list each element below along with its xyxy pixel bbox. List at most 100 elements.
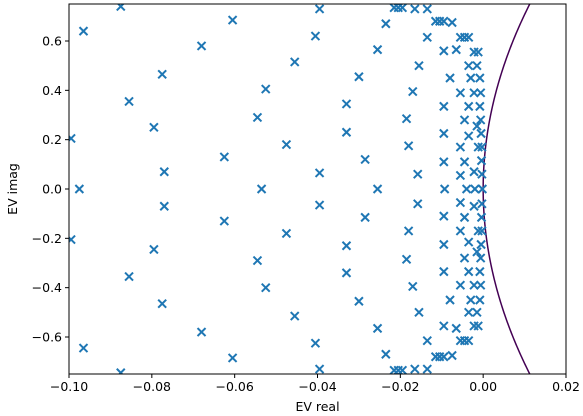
scatter-point xyxy=(116,4,126,12)
scatter-point xyxy=(78,343,89,353)
scatter-point xyxy=(455,280,466,290)
scatter-point xyxy=(354,72,364,82)
scatter-point xyxy=(439,157,449,167)
scatter-point xyxy=(314,4,325,14)
y-tick-label: 0.4 xyxy=(42,83,62,98)
scatter-point xyxy=(227,353,238,363)
scatter-point xyxy=(314,200,325,210)
scatter-point xyxy=(69,234,76,245)
y-tick-label: 0.0 xyxy=(42,182,62,197)
scatter-points-layer xyxy=(69,4,488,374)
scatter-point xyxy=(408,281,418,292)
scatter-point xyxy=(381,19,391,29)
scatter-point xyxy=(439,16,449,26)
scatter-point xyxy=(219,152,230,162)
scatter-point xyxy=(455,142,466,152)
scatter-point xyxy=(459,157,470,167)
scatter-point xyxy=(476,239,486,250)
scatter-point xyxy=(469,167,479,177)
scatter-point xyxy=(475,280,486,290)
scatter-point xyxy=(455,170,466,181)
scatter-point xyxy=(422,364,432,374)
scatter-point xyxy=(290,57,300,67)
scatter-point xyxy=(157,298,167,309)
scatter-point xyxy=(473,47,483,57)
scatter-point xyxy=(455,226,466,236)
scatter-point xyxy=(439,101,449,112)
scatter-point xyxy=(414,60,424,71)
scatter-point xyxy=(472,247,482,257)
x-tick-label: −0.04 xyxy=(298,379,336,394)
scatter-point xyxy=(159,167,169,177)
scatter-point xyxy=(477,169,487,179)
scatter-point xyxy=(414,307,424,318)
scatter-point xyxy=(473,142,483,152)
scatter-point xyxy=(472,121,482,131)
scatter-point xyxy=(463,237,474,247)
scatter-point xyxy=(475,73,485,83)
scatter-point xyxy=(196,327,207,337)
scatter-point xyxy=(447,350,457,361)
scatter-point xyxy=(372,44,383,55)
scatter-point xyxy=(149,122,159,133)
scatter-point xyxy=(439,266,449,277)
scatter-point xyxy=(439,211,449,221)
scatter-point xyxy=(341,241,352,251)
scatter-point xyxy=(310,31,321,41)
scatter-point xyxy=(372,323,383,334)
scatter-point xyxy=(477,226,487,236)
y-tick-label: −0.4 xyxy=(32,280,62,295)
scatter-point xyxy=(439,352,449,362)
scatter-point xyxy=(413,199,423,209)
scatter-point xyxy=(475,115,486,125)
scatter-point xyxy=(124,96,134,107)
scatter-point xyxy=(459,212,470,223)
scatter-point xyxy=(372,184,383,194)
scatter-point xyxy=(157,69,167,80)
scatter-point xyxy=(439,46,449,56)
scatter-point xyxy=(252,255,263,266)
scatter-point xyxy=(354,296,364,306)
scatter-point xyxy=(455,197,466,208)
scatter-point xyxy=(439,321,449,331)
scatter-point xyxy=(463,335,474,346)
plot-area xyxy=(69,4,566,374)
scatter-point xyxy=(475,266,485,277)
scatter-point xyxy=(463,307,474,318)
scatter-point xyxy=(439,239,449,250)
scatter-point xyxy=(451,44,461,55)
scatter-point xyxy=(341,127,352,137)
scatter-point xyxy=(476,212,487,223)
scatter-point xyxy=(475,295,485,305)
y-tick-label: −0.6 xyxy=(32,330,62,345)
scatter-point xyxy=(341,268,352,278)
scatter-point xyxy=(410,4,420,14)
scatter-point xyxy=(439,184,450,194)
x-axis-label: EV real xyxy=(295,399,339,414)
scatter-point xyxy=(463,32,474,43)
scatter-point xyxy=(69,133,76,144)
scatter-point xyxy=(360,154,370,165)
scatter-point xyxy=(473,321,483,331)
scatter-point xyxy=(256,184,267,194)
scatter-point xyxy=(124,271,134,282)
scatter-point xyxy=(227,15,238,25)
scatter-point xyxy=(403,226,414,236)
scatter-point xyxy=(459,115,470,125)
scatter-point xyxy=(74,184,85,194)
scatter-point xyxy=(422,32,432,43)
scatter-point xyxy=(477,184,488,194)
scatter-point xyxy=(281,139,292,150)
scatter-point xyxy=(149,244,159,255)
scatter-point xyxy=(476,155,487,166)
scatter-point xyxy=(477,142,487,152)
x-tick-label: 0.00 xyxy=(469,379,497,394)
scatter-point xyxy=(451,323,461,334)
scatter-point xyxy=(219,216,230,226)
scatter-point xyxy=(477,199,487,209)
scatter-point xyxy=(475,253,486,263)
scatter-point xyxy=(463,101,474,112)
scatter-point xyxy=(463,131,474,141)
scatter-point xyxy=(403,141,414,151)
